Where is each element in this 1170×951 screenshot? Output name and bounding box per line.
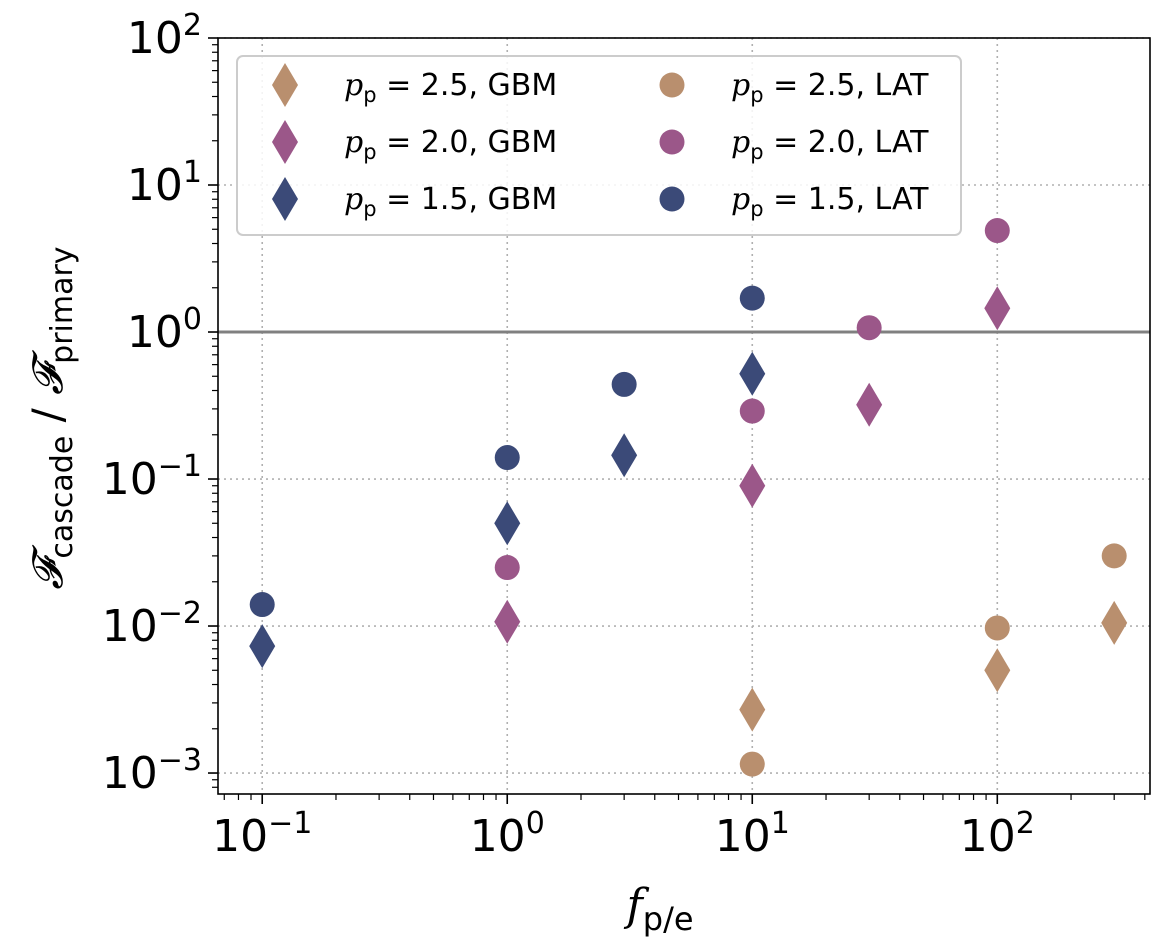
x-tick-label: 101: [715, 806, 790, 862]
plot-frame: [217, 37, 1151, 795]
legend-entry-label: pp = 1.5, LAT: [731, 182, 929, 221]
data-point-circle-lat-pp2.5: [1101, 543, 1127, 569]
x-tick-label: 100: [470, 806, 545, 862]
data-points: [249, 218, 1128, 777]
data-point-diamond-gbm-pp2.0: [856, 382, 883, 427]
data-point-diamond-gbm-pp1.5: [611, 433, 638, 478]
data-point-circle-lat-pp1.5: [249, 592, 275, 618]
legend-marker-diamond: [272, 63, 298, 107]
data-point-diamond-gbm-pp2.5: [984, 648, 1011, 693]
y-tick-label: 101: [127, 155, 202, 211]
y-tick-label: 102: [127, 8, 202, 64]
y-tick-label: 10−2: [102, 596, 202, 652]
legend-marker-circle: [659, 129, 685, 155]
data-point-diamond-gbm-pp1.5: [739, 351, 766, 396]
legend-marker-circle: [659, 186, 685, 212]
legend-entry-label: pp = 1.5, GBM: [344, 182, 557, 221]
data-point-circle-lat-pp1.5: [739, 285, 765, 311]
axis-ticks: 10−1 100 101 102 10−3 10−2 10−1 100 101 102: [102, 8, 1146, 862]
y-axis-label: 𝓕cascade / 𝓕primary: [23, 246, 80, 589]
data-point-circle-lat-pp2.0: [984, 218, 1010, 244]
data-point-circle-lat-pp2.0: [739, 398, 765, 424]
y-tick-label: 10−3: [102, 743, 202, 799]
legend-marker-diamond: [272, 177, 298, 221]
data-point-circle-lat-pp2.5: [984, 615, 1010, 641]
data-point-circle-lat-pp2.0: [856, 315, 882, 341]
x-tick-label: 102: [960, 806, 1035, 862]
legend-marker-circle: [659, 72, 685, 98]
data-point-diamond-gbm-pp1.5: [249, 624, 276, 669]
data-point-circle-lat-pp1.5: [611, 371, 637, 397]
data-point-circle-lat-pp2.5: [739, 751, 765, 777]
legend-entry-label: pp = 2.5, LAT: [731, 68, 929, 107]
legend-entry-label: pp = 2.5, GBM: [344, 68, 557, 107]
legend-entry-label: pp = 2.0, LAT: [731, 125, 929, 164]
data-point-diamond-gbm-pp2.0: [739, 463, 766, 508]
data-point-diamond-gbm-pp2.5: [1101, 600, 1128, 645]
x-tick-label: 10−1: [212, 806, 312, 862]
legend-marker-diamond: [272, 120, 298, 164]
data-point-circle-lat-pp2.0: [494, 555, 520, 581]
data-point-circle-lat-pp1.5: [494, 445, 520, 471]
legend-entry-label: pp = 2.0, GBM: [344, 125, 557, 164]
data-point-diamond-gbm-pp2.0: [984, 286, 1011, 331]
data-point-diamond-gbm-pp2.0: [494, 599, 521, 644]
legend-box: [236, 55, 962, 236]
x-axis-label: fp/e: [623, 880, 693, 938]
legend: pp = 2.5, GBM pp = 2.0, GBM pp = 1.5, GBM p…: [236, 55, 962, 236]
y-tick-label: 10−1: [102, 449, 202, 505]
data-point-diamond-gbm-pp1.5: [494, 501, 521, 546]
data-point-diamond-gbm-pp2.5: [739, 687, 766, 732]
y-tick-label: 100: [127, 302, 202, 358]
